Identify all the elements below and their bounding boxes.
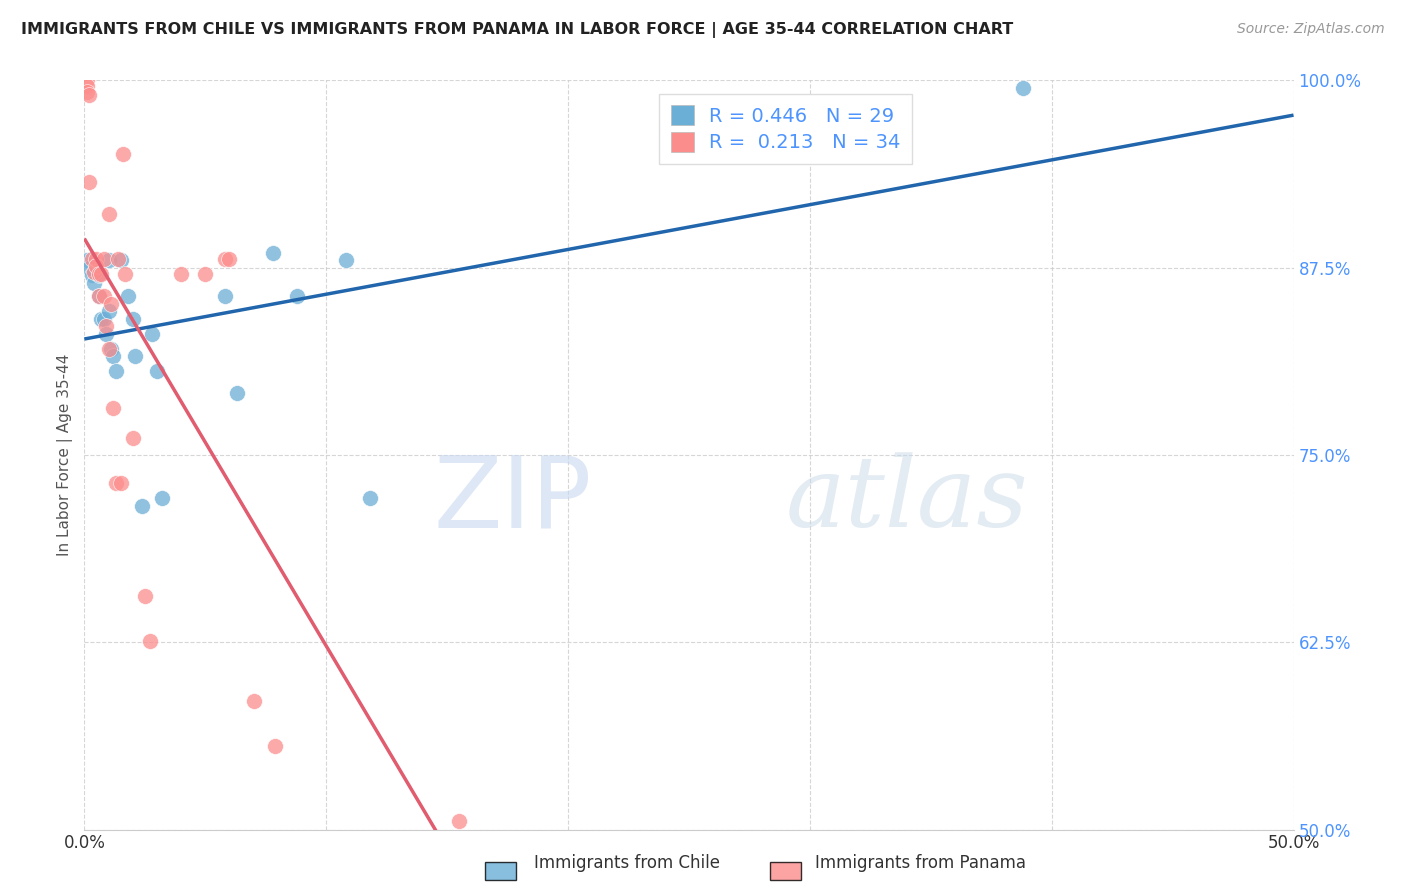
Point <box>97 304 120 318</box>
Point <box>104 364 127 378</box>
Point <box>100 296 122 310</box>
Point <box>121 432 143 446</box>
Point <box>90 311 112 326</box>
Point <box>77 88 100 103</box>
Point <box>112 146 135 161</box>
Point <box>214 252 236 266</box>
Point <box>104 476 127 491</box>
Point <box>110 476 132 491</box>
Point <box>141 326 163 341</box>
Point <box>214 289 236 303</box>
Point <box>94 319 117 334</box>
Point <box>131 499 153 513</box>
Point <box>335 253 357 268</box>
Point <box>76 85 98 99</box>
Point <box>218 252 240 266</box>
Point <box>121 311 143 326</box>
Point <box>262 245 284 260</box>
Point <box>103 401 125 416</box>
Point <box>134 589 156 603</box>
Point <box>1011 80 1033 95</box>
Text: atlas: atlas <box>786 452 1028 548</box>
Point <box>93 311 115 326</box>
Point <box>138 633 160 648</box>
Point <box>97 207 120 221</box>
Point <box>87 289 110 303</box>
Point <box>76 73 98 87</box>
Text: Immigrants from Panama: Immigrants from Panama <box>815 855 1026 872</box>
Point <box>93 289 115 303</box>
Point <box>449 814 471 828</box>
Point <box>146 364 169 378</box>
Point <box>87 268 110 282</box>
Point <box>150 491 173 506</box>
Point <box>117 289 139 303</box>
Point <box>225 386 247 401</box>
Text: ZIP: ZIP <box>434 451 592 549</box>
Text: Source: ZipAtlas.com: Source: ZipAtlas.com <box>1237 22 1385 37</box>
Legend: R = 0.446   N = 29, R =  0.213   N = 34: R = 0.446 N = 29, R = 0.213 N = 34 <box>659 94 912 164</box>
Point <box>107 252 129 266</box>
Point <box>77 175 100 189</box>
Point <box>83 265 105 279</box>
Point <box>87 267 110 281</box>
Point <box>87 289 110 303</box>
Point <box>97 253 120 268</box>
Point <box>170 267 193 281</box>
Point <box>103 349 125 363</box>
Point <box>86 252 108 266</box>
Point <box>83 276 105 290</box>
Point <box>97 342 120 356</box>
Point <box>359 491 381 506</box>
Point <box>76 253 98 268</box>
Point <box>86 259 108 273</box>
Point <box>124 349 146 363</box>
Text: Immigrants from Chile: Immigrants from Chile <box>534 855 720 872</box>
Point <box>114 267 136 281</box>
Point <box>100 342 122 356</box>
Point <box>110 253 132 268</box>
Point <box>93 252 115 266</box>
Text: IMMIGRANTS FROM CHILE VS IMMIGRANTS FROM PANAMA IN LABOR FORCE | AGE 35-44 CORRE: IMMIGRANTS FROM CHILE VS IMMIGRANTS FROM… <box>21 22 1014 38</box>
Point <box>242 694 264 708</box>
Point <box>285 289 308 303</box>
Point <box>90 267 112 281</box>
Point <box>94 326 117 341</box>
Point <box>77 260 100 275</box>
Point <box>80 252 103 266</box>
Point <box>264 739 287 753</box>
Point <box>80 268 103 282</box>
Y-axis label: In Labor Force | Age 35-44: In Labor Force | Age 35-44 <box>58 354 73 556</box>
Point <box>194 267 217 281</box>
Point <box>76 79 98 94</box>
